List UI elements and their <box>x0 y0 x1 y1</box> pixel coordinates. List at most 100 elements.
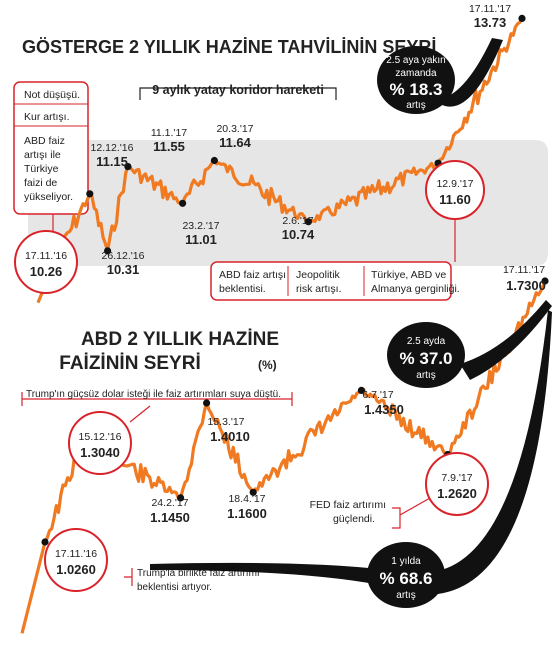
note-line: faizi de <box>24 177 57 189</box>
label-value: 11.64 <box>219 135 252 150</box>
data-point <box>177 494 185 502</box>
label-date: 15.3.'17 <box>207 416 244 428</box>
data-point <box>249 488 257 496</box>
data-point <box>518 14 526 22</box>
label-value: 1.1450 <box>150 510 190 525</box>
label-value: 1.2620 <box>437 486 477 501</box>
growth-bubble <box>387 322 465 388</box>
growth-bubble <box>377 46 455 114</box>
label-value: 1.7300 <box>506 278 546 293</box>
annotation-text: beklentisi artıyor. <box>137 582 212 593</box>
note-line: artışı ile <box>24 149 61 161</box>
bubble-text: 2.5 ayda <box>407 336 446 347</box>
bubble-value: % 37.0 <box>400 349 453 368</box>
label-value: 1.4010 <box>210 429 250 444</box>
bubble-text: artış <box>406 100 425 111</box>
bubble-tail <box>460 300 552 380</box>
reasons-box: ABD faiz artışı beklentisi. Jeopolitik r… <box>210 261 460 301</box>
reason-text: ABD faiz artışı <box>219 269 286 281</box>
bubble-value: % 18.3 <box>390 80 443 99</box>
chart2-unit: (%) <box>258 358 277 372</box>
annotation-bracket <box>124 568 133 586</box>
label-date: 18.4.'17 <box>228 493 265 505</box>
label-date: 7.9.'17 <box>441 472 472 484</box>
data-point <box>41 538 49 546</box>
annotation-bracket <box>392 507 401 529</box>
label-date: 6.7.'17 <box>362 389 393 401</box>
label-value: 11.60 <box>439 192 471 207</box>
bubble-text: 2.5 aya yakın <box>386 55 445 66</box>
annotation-text: Trump'ın güçsüz dolar isteği ile faiz ar… <box>26 389 281 400</box>
annotation-connector <box>129 405 151 423</box>
data-point <box>124 163 132 171</box>
label-value: 11.55 <box>153 139 185 154</box>
corridor-label: 9 aylık yatay koridor hareketi <box>152 83 324 97</box>
reason-text: beklentisi. <box>219 283 266 295</box>
annotation-bracket <box>21 392 293 406</box>
chart2-title-line1: ABD 2 YILLIK HAZİNE <box>81 329 279 350</box>
label-date: 24.2.'17 <box>151 497 188 509</box>
reason-text: risk artışı. <box>296 283 342 295</box>
data-point <box>304 218 312 226</box>
note-line: Kur artışı. <box>24 111 70 123</box>
label-value: 11.01 <box>185 232 217 247</box>
label-value: 10.74 <box>282 227 315 242</box>
note-line: Not düşüşü. <box>24 89 80 101</box>
data-point <box>541 277 549 285</box>
label-date: 15.12.'16 <box>79 431 122 443</box>
bubble-tail <box>432 38 503 107</box>
annotation-connector <box>399 497 431 516</box>
reason-text: Almanya gerginliği. <box>371 283 460 295</box>
data-point <box>179 199 187 207</box>
bubble-text: 1 yılda <box>391 556 421 567</box>
label-value: 11.15 <box>96 154 128 169</box>
label-value: 10.31 <box>107 262 140 277</box>
data-point <box>86 190 94 198</box>
annotation-text: FED faiz artırımı <box>310 499 386 511</box>
label-value: 10.26 <box>30 264 63 279</box>
bubble-text: artış <box>396 590 415 601</box>
note-line: ABD faiz <box>24 135 65 147</box>
label-date: 17.11.'17 <box>469 3 511 15</box>
label-value: 1.3040 <box>80 445 120 460</box>
label-date: 17.11.'17 <box>503 264 545 276</box>
label-value: 1.1600 <box>227 506 267 521</box>
corridor-label-bracket <box>139 87 337 100</box>
label-date: 20.3.'17 <box>216 123 253 135</box>
series-line <box>20 280 547 634</box>
label-date: 17.11.'16 <box>55 548 97 560</box>
bubble-value: % 68.6 <box>380 569 433 588</box>
label-date: 12.9.'17 <box>436 178 473 190</box>
reason-text: Türkiye, ABD ve <box>371 269 446 281</box>
note-box: Not düşüşü. Kur artışı. ABD faiz artışı … <box>13 81 89 215</box>
label-date: 26.12.'16 <box>102 250 145 262</box>
annotation-text: Trump'la birlikte faiz artırımı <box>137 568 260 579</box>
bubble-text: zamanda <box>395 68 437 79</box>
label-date: 2.6.'17 <box>282 215 313 227</box>
sept-value-circle <box>425 160 485 220</box>
label-date: 12.12.'16 <box>91 142 134 154</box>
start-value-circle <box>68 411 132 475</box>
sept-value-circle <box>425 452 489 516</box>
start-value-circle <box>44 528 108 592</box>
label-date: 11.1.'17 <box>151 127 187 139</box>
growth-bubble <box>367 542 445 608</box>
data-point <box>104 247 112 255</box>
bubble-text: artış <box>416 370 435 381</box>
chart1-title: GÖSTERGE 2 YILLIK HAZİNE TAHVİLİNİN SEYR… <box>22 37 436 57</box>
label-value: 13.73 <box>474 15 507 30</box>
data-point <box>203 399 211 407</box>
bubble-tail <box>432 310 552 594</box>
chart2-title-line2: FAİZİNİN SEYRİ <box>59 353 200 374</box>
note-line: Türkiye <box>24 163 59 175</box>
start-value-circle <box>14 230 78 294</box>
reason-text: Jeopolitik <box>296 269 341 281</box>
label-value: 1.4350 <box>364 402 404 417</box>
data-point <box>210 156 218 165</box>
bubble-tail <box>150 562 388 585</box>
label-date: 23.2.'17 <box>182 220 219 232</box>
note-line: yükseliyor. <box>24 191 73 203</box>
annotation-text: güçlendi. <box>333 513 375 525</box>
label-value: 1.0260 <box>56 562 96 577</box>
